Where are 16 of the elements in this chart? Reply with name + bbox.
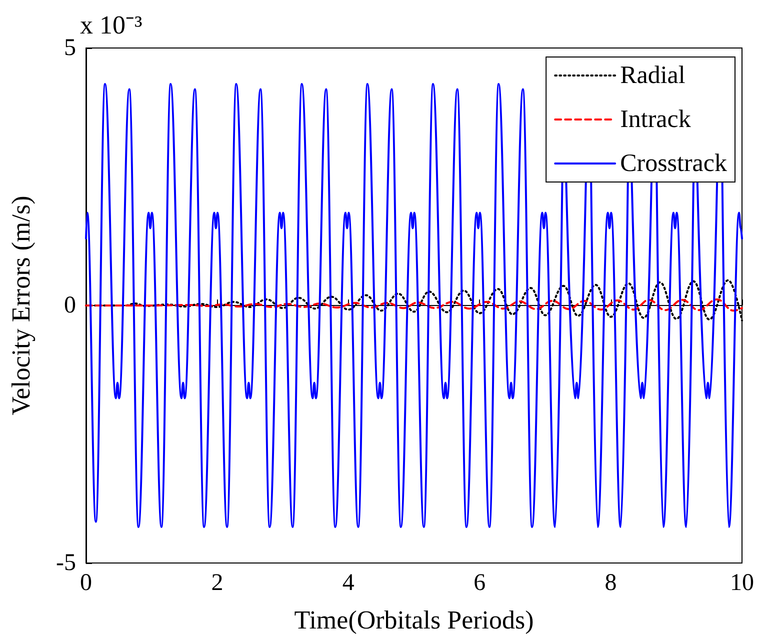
y-axis-title: Velocity Errors (m/s) [6, 196, 36, 416]
x-tick-label: 0 [80, 570, 92, 596]
x-tick-label: 10 [730, 570, 754, 596]
legend-label: Intrack [620, 106, 692, 133]
x-tick-label: 6 [474, 570, 486, 596]
text: x 10⁻³ [80, 10, 142, 40]
legend-label: Radial [620, 62, 686, 89]
line-series [85, 298, 743, 312]
x-tick-label: 2 [211, 570, 224, 596]
x-tick-label: 4 [342, 570, 354, 596]
legend-label: Crosstrack [620, 150, 728, 177]
y-tick-label: 0 [64, 292, 76, 318]
y-tick-label: 5 [64, 35, 76, 61]
x-tick-label: 8 [604, 570, 617, 596]
y-tick-label: -5 [56, 550, 76, 576]
x-axis-title: Time(Orbitals Periods) [294, 606, 534, 634]
